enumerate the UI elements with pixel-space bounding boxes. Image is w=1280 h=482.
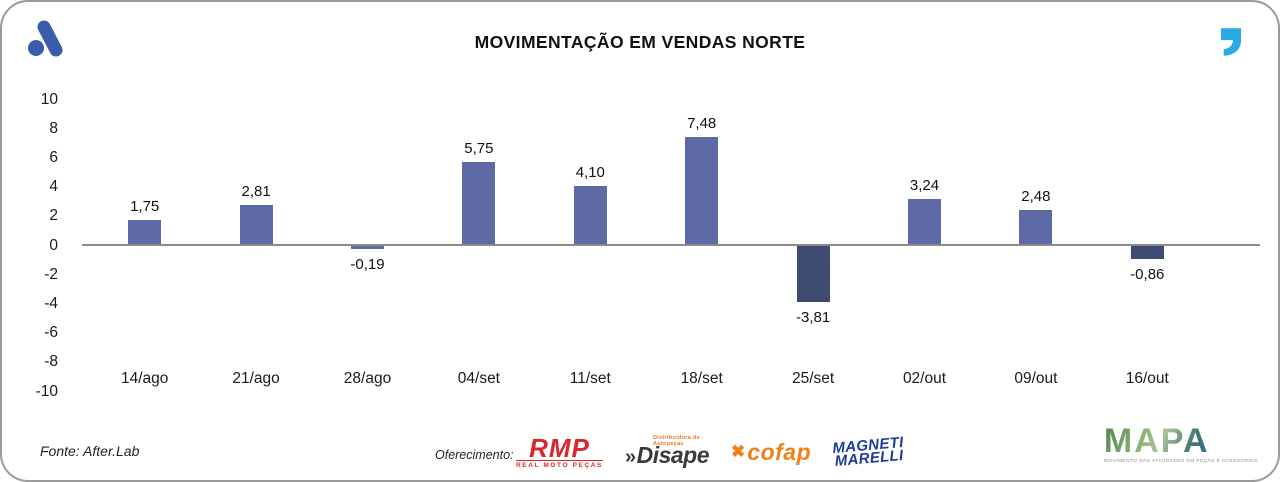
- y-axis-tick: 2: [49, 207, 58, 225]
- sponsor-label: Oferecimento:: [435, 448, 514, 462]
- disape-logo-tagline: Distribuidora de Autopeças: [652, 435, 700, 447]
- y-axis-tick: 4: [49, 178, 58, 196]
- bar-value-label: 2,48: [1021, 187, 1051, 205]
- bar-value-label: -0,86: [1130, 265, 1165, 283]
- mapa-logo: MAPA MOVIMENTO DAS ATIVIDADES EM PEÇAS E…: [1104, 424, 1258, 464]
- mapa-logo-text: MAPA: [1104, 424, 1258, 458]
- bar-value-label: 2,81: [241, 182, 271, 200]
- disape-chevrons-icon: »: [624, 446, 636, 468]
- x-axis-label: 02/out: [902, 370, 947, 387]
- y-axis-tick: -10: [35, 382, 58, 400]
- x-axis-label: 04/set: [457, 370, 500, 387]
- afterlab-logo-icon: [28, 20, 63, 57]
- mapa-logo-caption: MOVIMENTO DAS ATIVIDADES EM PEÇAS E ACES…: [1103, 459, 1258, 464]
- bar-09/out: [1019, 209, 1053, 246]
- x-axis-label: 25/set: [791, 370, 835, 387]
- x-axis-label: 16/out: [1125, 370, 1169, 387]
- bar-11/set: [573, 186, 607, 246]
- bar-value-label: -3,81: [795, 308, 831, 326]
- cofap-logo: ✖ cofap: [731, 439, 811, 466]
- y-axis-tick: 8: [49, 119, 58, 137]
- sponsor-logos: RMP REAL MOTO PEÇAS Distribuidora de Aut…: [516, 429, 904, 475]
- quote-icon: [1220, 28, 1242, 56]
- x-axis-label: 28/ago: [343, 370, 392, 387]
- bar-value-label: 1,75: [130, 198, 160, 216]
- bar-28/ago: [351, 246, 384, 249]
- x-axis-label: 21/ago: [232, 370, 280, 387]
- y-axis-tick: -4: [44, 294, 58, 312]
- cofap-x-icon: ✖: [731, 442, 746, 461]
- source-note: Fonte: After.Lab: [40, 443, 140, 459]
- bar-02/out: [908, 198, 941, 246]
- cofap-logo-text: cofap: [747, 438, 812, 465]
- bar-14/ago: [128, 220, 162, 246]
- rmp-logo: RMP REAL MOTO PEÇAS: [516, 432, 603, 469]
- bar-21/ago: [239, 204, 273, 246]
- bar-04/set: [462, 162, 496, 246]
- bar-value-label: 3,24: [909, 176, 940, 194]
- x-axis-label: 09/out: [1014, 370, 1058, 387]
- y-axis-tick: 0: [49, 236, 58, 254]
- y-axis-tick: -2: [44, 265, 58, 283]
- y-axis-tick: 6: [49, 148, 58, 166]
- disape-logo-text: »Disape: [624, 442, 710, 468]
- rmp-logo-text: RMP: [529, 432, 590, 463]
- x-axis-label: 18/set: [680, 370, 723, 387]
- x-axis-label: 11/set: [569, 370, 611, 387]
- y-axis-tick: -8: [44, 353, 58, 371]
- y-axis-tick: -6: [44, 324, 58, 342]
- bar-25/set: [796, 246, 830, 302]
- bar-value-label: 4,10: [575, 164, 605, 182]
- y-axis-tick: 10: [40, 90, 58, 108]
- magneti-marelli-logo: MAGNETI MARELLI: [832, 433, 905, 469]
- rmp-logo-subtitle: REAL MOTO PEÇAS: [516, 459, 603, 469]
- chart-title: MOVIMENTAÇÃO EM VENDAS NORTE: [474, 32, 806, 52]
- magneti-line2: MARELLI: [834, 446, 905, 469]
- plot-area: 1,75 14/ago 2,81 21/ago -0,19 28/ago 5,75 04/se…: [89, 100, 1203, 392]
- zero-baseline: [82, 244, 1260, 246]
- bar-value-label: 5,75: [464, 140, 494, 158]
- bar-16/out: [1130, 246, 1164, 259]
- x-axis-label: 14/ago: [120, 370, 169, 387]
- disape-logo: Distribuidora de Autopeças »Disape: [624, 435, 710, 469]
- bar-value-label: -0,19: [350, 255, 385, 273]
- y-axis: 10 8 6 4 2 0 -2 -4 -6 -8 -10: [2, 91, 58, 400]
- bar-18/set: [685, 136, 719, 246]
- bar-value-label: 7,48: [687, 114, 717, 132]
